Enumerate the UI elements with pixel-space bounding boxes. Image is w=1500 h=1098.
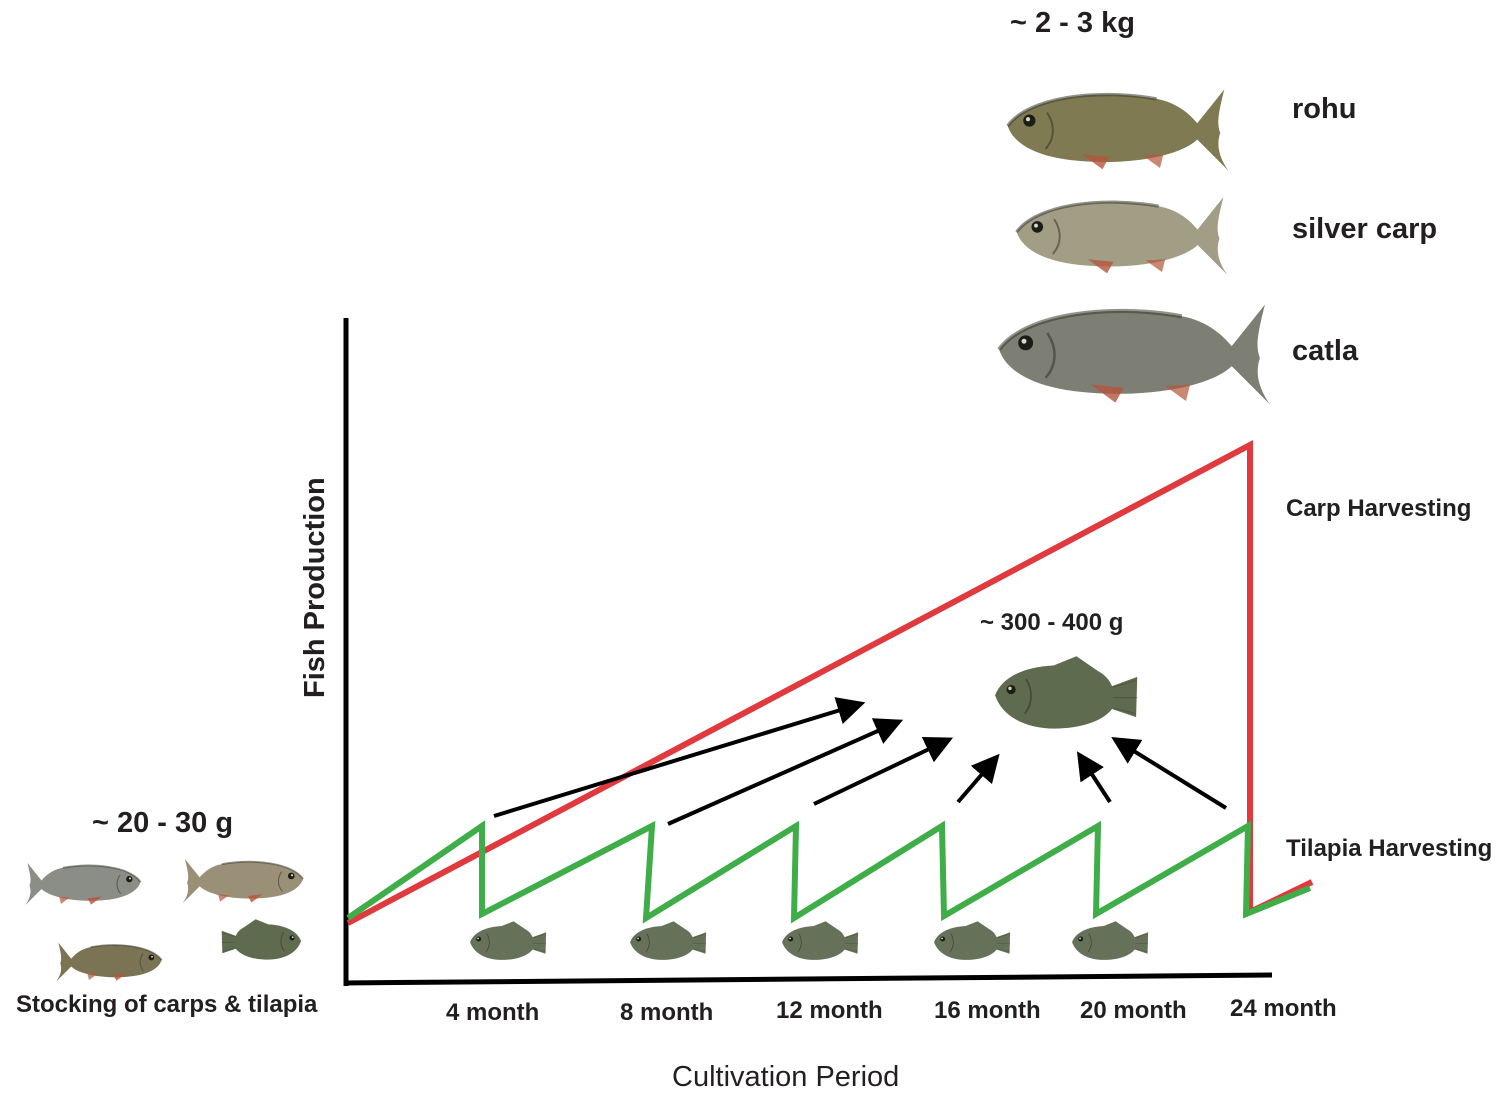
tilapia-production-line [346, 820, 1312, 924]
fingerling-icon [781, 920, 859, 961]
rohu-label: rohu [1292, 93, 1356, 125]
tilapia-weight-label: ~ 300 - 400 g [980, 609, 1123, 636]
stocking-tilapia-icon [220, 918, 302, 961]
stocking-carp-icon [55, 941, 163, 982]
fingerling-row [469, 920, 1149, 961]
tick-label: 20 month [1080, 997, 1187, 1024]
x-axis [343, 972, 1273, 986]
stocking-carp-icon [181, 857, 305, 904]
stocking-label: Stocking of carps & tilapia [16, 991, 318, 1018]
fingerling-icon [469, 920, 547, 961]
tick-label: 12 month [776, 997, 883, 1024]
stocking-weight-label: ~ 20 - 30 g [92, 807, 233, 839]
fingerling-icon [629, 920, 707, 961]
tick-label: 16 month [934, 997, 1041, 1024]
silver-carp-label: silver carp [1292, 213, 1437, 245]
catla-label: catla [1292, 335, 1359, 367]
carp-harvest-label: Carp Harvesting [1286, 495, 1471, 522]
top-weight-label: ~ 2 - 3 kg [1010, 7, 1135, 39]
carp-production-line [346, 440, 1314, 926]
y-axis-label: Fish Production [299, 477, 331, 698]
fingerling-icon [1071, 920, 1149, 961]
fish-silver-carp-icon [1017, 197, 1228, 275]
tick-label: 8 month [620, 999, 713, 1026]
tilapia-harvest-label: Tilapia Harvesting [1286, 835, 1492, 862]
tick-label: 4 month [446, 999, 539, 1026]
fish-tilapia-icon [993, 654, 1139, 731]
tick-label: 24 month [1230, 995, 1337, 1022]
fish-rohu-icon [1008, 89, 1229, 170]
x-axis-label: Cultivation Period [672, 1061, 899, 1093]
harvest-arrows [493, 697, 1228, 826]
fish-catla-icon [999, 305, 1270, 405]
stocking-fish-group [24, 857, 305, 982]
fingerling-icon [933, 920, 1011, 961]
x-axis-ticks: 4 month 8 month 12 month 16 month 20 mon… [446, 995, 1337, 1026]
stocking-carp-icon [24, 861, 142, 906]
